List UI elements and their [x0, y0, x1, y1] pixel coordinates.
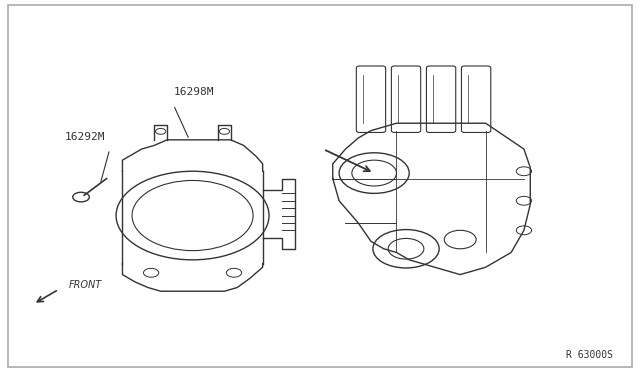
Circle shape — [339, 153, 409, 193]
Circle shape — [227, 268, 242, 277]
Circle shape — [444, 230, 476, 249]
Circle shape — [516, 167, 532, 176]
Text: 16298M: 16298M — [173, 87, 214, 97]
Text: R 63000S: R 63000S — [566, 350, 613, 359]
Circle shape — [156, 128, 166, 134]
Circle shape — [132, 180, 253, 251]
Circle shape — [516, 226, 532, 235]
Text: FRONT: FRONT — [68, 279, 102, 289]
Circle shape — [143, 268, 159, 277]
Circle shape — [388, 238, 424, 259]
Text: 16292M: 16292M — [65, 132, 106, 142]
Circle shape — [116, 171, 269, 260]
Circle shape — [220, 128, 230, 134]
Circle shape — [73, 192, 90, 202]
FancyBboxPatch shape — [356, 66, 386, 132]
Circle shape — [516, 196, 532, 205]
FancyBboxPatch shape — [8, 5, 632, 367]
FancyBboxPatch shape — [461, 66, 491, 132]
Circle shape — [352, 160, 396, 186]
FancyBboxPatch shape — [426, 66, 456, 132]
FancyBboxPatch shape — [392, 66, 420, 132]
Circle shape — [373, 230, 439, 268]
